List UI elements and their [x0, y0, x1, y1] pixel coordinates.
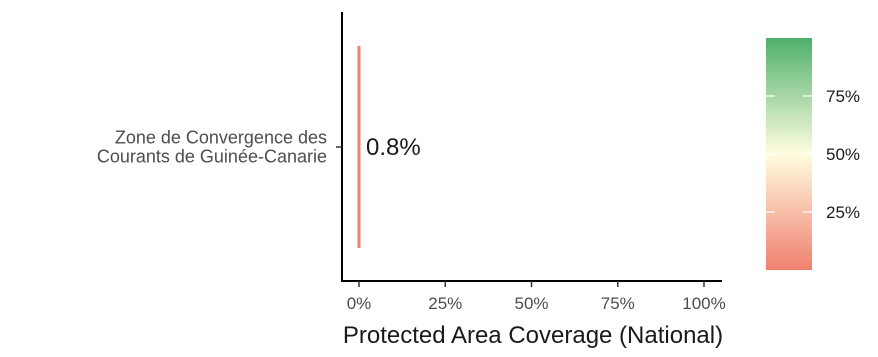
colorbar-ticks: 25% 50% 75%: [766, 87, 860, 222]
y-category-label-line: Courants de Guinée-Canarie: [97, 147, 327, 167]
x-tick-label: 0%: [347, 294, 372, 313]
bar: [357, 46, 361, 248]
colorbar-legend: 25% 50% 75%: [766, 38, 860, 270]
colorbar-tick-label: 25%: [826, 203, 860, 222]
y-category-label-line: Zone de Convergence des: [115, 128, 327, 148]
x-tick-label: 100%: [682, 294, 725, 313]
y-category-label: Zone de Convergence des Courants de Guiné…: [97, 128, 327, 167]
x-axis-title: Protected Area Coverage (National): [343, 322, 723, 349]
x-tick-label: 75%: [601, 294, 635, 313]
x-tick-label: 50%: [514, 294, 548, 313]
chart-marks: 0% 25% 50% 75% 100% Zone de Convergence des Co…: [97, 46, 726, 313]
colorbar-tick-label: 75%: [826, 87, 860, 106]
data-label: 0.8%: [366, 134, 421, 161]
colorbar-tick-label: 50%: [826, 145, 860, 164]
x-tick-label: 25%: [428, 294, 462, 313]
